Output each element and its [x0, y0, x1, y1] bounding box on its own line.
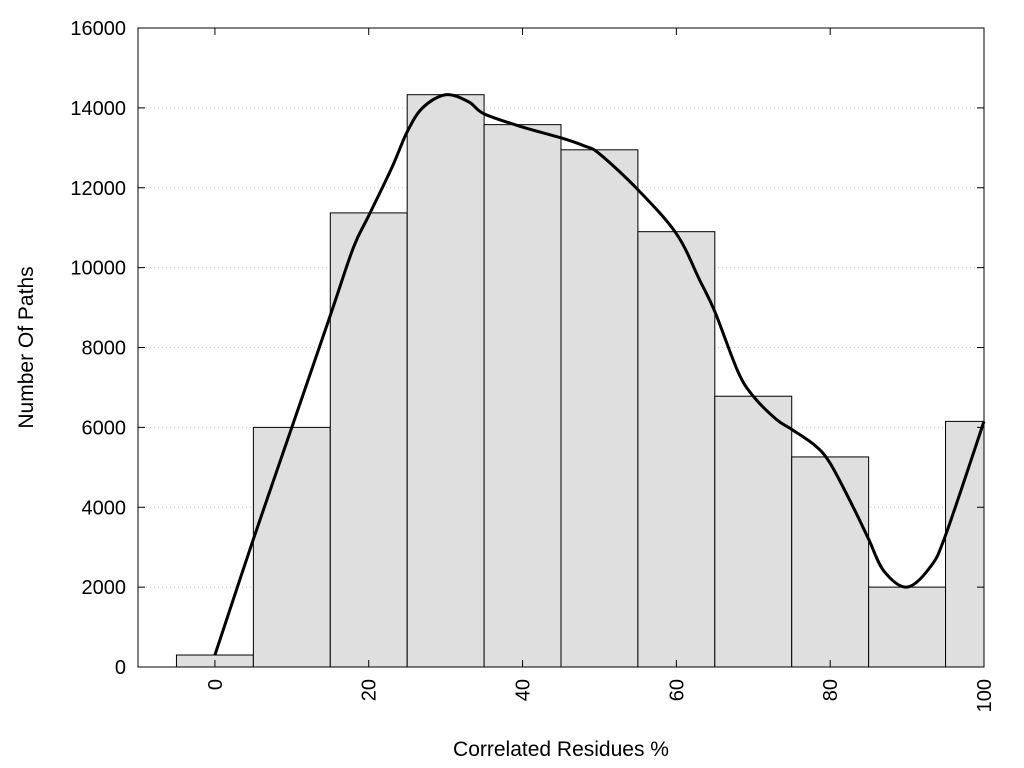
x-tick-label: 80 — [820, 679, 842, 701]
x-tick-label: 0 — [205, 679, 227, 690]
bar-8 — [791, 456, 870, 668]
x-tick-label: 40 — [513, 679, 535, 701]
bar-4 — [483, 124, 562, 668]
y-axis: 0 2000 4000 6000 8000 10000 12000 14000 16000 — [70, 18, 984, 679]
y-tick-label: 8000 — [82, 338, 127, 360]
x-axis: 0 20 40 60 80 100 — [205, 28, 996, 712]
bar-1 — [252, 426, 331, 668]
bar-6 — [637, 231, 716, 668]
y-axis-label: Number Of Paths — [15, 266, 38, 428]
bar-3 — [406, 94, 485, 668]
density-curve — [213, 93, 986, 656]
x-tick-label: 100 — [974, 679, 996, 712]
y-tick-label: 4000 — [82, 497, 127, 519]
bar-9 — [868, 586, 947, 668]
y-tick-label: 2000 — [82, 577, 127, 599]
y-tick-label: 0 — [115, 657, 126, 679]
bars — [175, 94, 985, 668]
bar-5 — [560, 149, 639, 668]
bar-7 — [714, 395, 793, 668]
x-axis-label: Correlated Residues % — [453, 738, 669, 761]
y-tick-label: 10000 — [70, 258, 126, 280]
x-tick-label: 60 — [666, 679, 688, 701]
y-tick-label: 14000 — [70, 98, 126, 120]
y-tick-label: 16000 — [70, 18, 126, 40]
y-tick-label: 6000 — [82, 417, 127, 439]
bar-10 — [945, 420, 985, 668]
x-tick-label: 20 — [359, 679, 381, 701]
y-tick-label: 12000 — [70, 178, 126, 200]
